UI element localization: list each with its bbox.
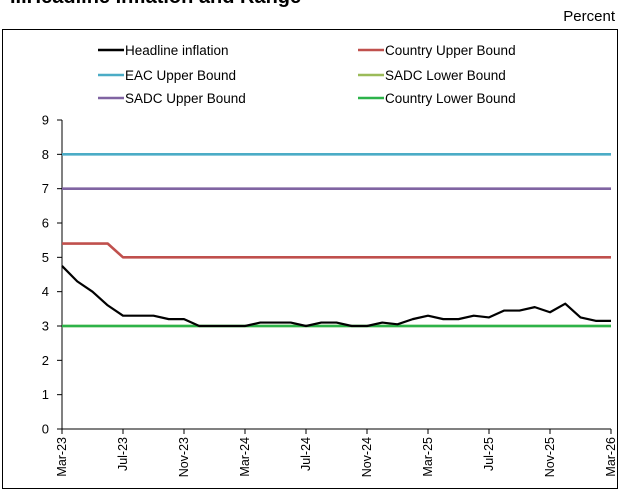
x-tick-label: Mar-24 xyxy=(238,437,252,477)
y-tick-label: 0 xyxy=(42,422,49,437)
y-tick-label: 4 xyxy=(42,284,49,299)
legend-label-country-lower-bound: Country Lower Bound xyxy=(385,91,516,106)
y-tick-label: 7 xyxy=(42,181,49,196)
y-tick-label: 8 xyxy=(42,147,49,162)
y-tick-label: 5 xyxy=(42,250,49,265)
y-tick-label: 9 xyxy=(42,113,49,128)
line-chart: 0 1 2 3 4 5 6 7 8 9 Mar-23 Jul-23 Nov-23 Mar-24 Jul-24… xyxy=(42,43,618,477)
chart-frame: 0 1 2 3 4 5 6 7 8 9 Mar-23 Jul-23 Nov-23 Mar-24 Jul-24… xyxy=(2,29,618,489)
chart-title: ...Headline Inflation and Range xyxy=(10,0,610,9)
x-tick-label: Mar-23 xyxy=(55,437,69,477)
x-tick-label: Nov-23 xyxy=(177,437,191,477)
x-tick-label: Nov-24 xyxy=(360,437,374,477)
y-tick-label: 3 xyxy=(42,319,49,334)
legend-label-sadc-upper-bound: SADC Upper Bound xyxy=(125,91,246,106)
series-line-headline-inflation xyxy=(61,265,611,328)
unit-label: Percent xyxy=(563,8,615,25)
x-tick-label: Jul-24 xyxy=(299,437,313,471)
legend-label-country-upper-bound: Country Upper Bound xyxy=(385,43,516,58)
x-tick-label: Nov-25 xyxy=(543,437,557,477)
x-tick-label: Mar-26 xyxy=(604,437,618,477)
x-tick-label: Mar-25 xyxy=(421,437,435,477)
series-line-country-upper-bound xyxy=(62,242,611,259)
y-tick-label: 1 xyxy=(42,387,49,402)
legend-label-sadc-lower-bound: SADC Lower Bound xyxy=(385,68,506,83)
x-tick-label: Jul-25 xyxy=(482,437,496,471)
y-tick-label: 2 xyxy=(42,353,49,368)
legend-label-eac-upper-bound: EAC Upper Bound xyxy=(125,68,236,83)
y-tick-label: 6 xyxy=(42,216,49,231)
x-tick-label: Jul-23 xyxy=(116,437,130,471)
legend-label-headline-inflation: Headline inflation xyxy=(125,43,229,58)
